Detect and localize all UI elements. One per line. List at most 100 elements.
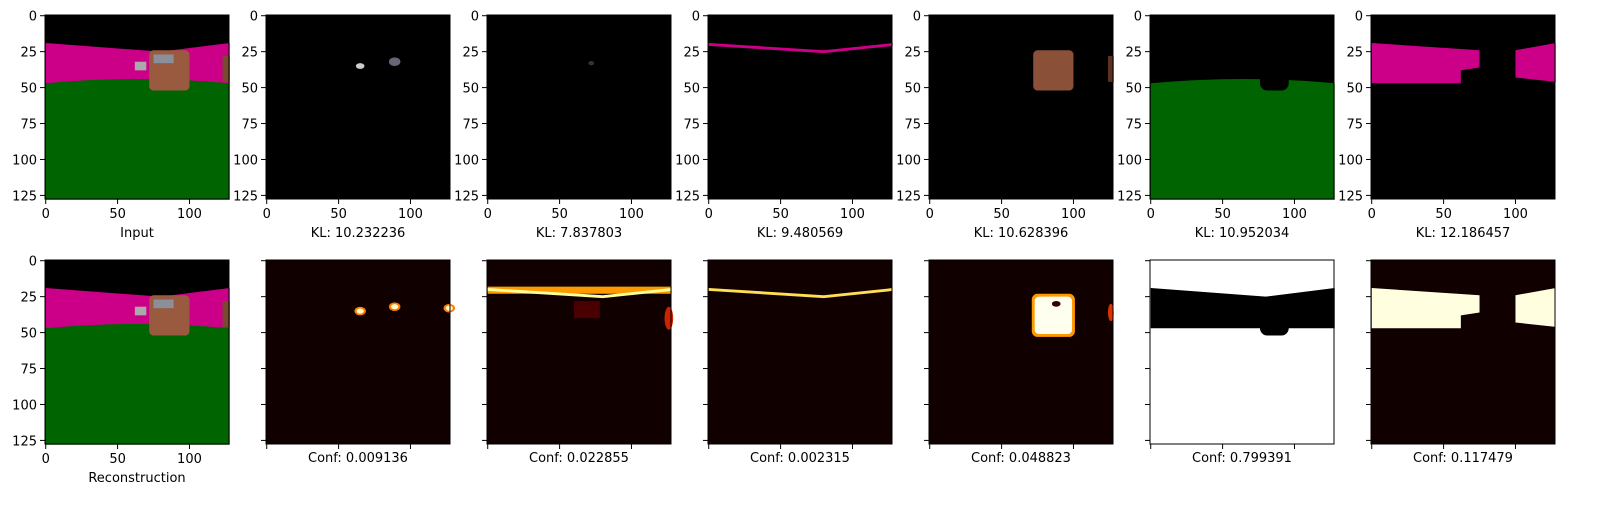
image (487, 260, 674, 444)
image-region (266, 15, 450, 199)
image-region (1259, 73, 1289, 91)
image-region (266, 260, 450, 444)
y-tick-label: 125 (12, 434, 37, 449)
panel-label: KL: 9.480569 (757, 226, 843, 241)
image-region (1051, 300, 1061, 307)
image (708, 260, 893, 444)
axes-frame (486, 259, 672, 445)
x-tick-label: 0 (263, 207, 271, 222)
y-tick-label: 0 (692, 10, 700, 25)
y-tick-label: 50 (241, 82, 258, 97)
y-tick-label: 125 (1338, 189, 1363, 204)
y-tick-label: 0 (1134, 10, 1142, 25)
y-tick-label: 25 (904, 46, 921, 61)
x-tick-label: 100 (619, 207, 644, 222)
axes-frame (1370, 14, 1556, 200)
axes-frame (44, 259, 230, 445)
x-tick-label: 50 (993, 207, 1010, 222)
y-tick-label: 125 (896, 189, 921, 204)
y-tick-label: 0 (471, 10, 479, 25)
y-tick-label: 75 (683, 118, 700, 133)
image-region (45, 323, 230, 445)
y-tick-label: 100 (1338, 153, 1363, 168)
panel-label: KL: 10.232236 (311, 226, 406, 241)
image (45, 15, 230, 200)
y-tick-label: 25 (241, 46, 258, 61)
image (929, 15, 1114, 199)
image-region (487, 288, 672, 299)
panel-label: Conf: 0.117479 (1413, 451, 1513, 466)
y-tick-label: 100 (233, 153, 258, 168)
image-region (664, 306, 674, 330)
panel-label: KL: 12.186457 (1416, 226, 1511, 241)
image-region (222, 300, 230, 327)
x-tick-label: 50 (1435, 207, 1452, 222)
y-tick-label: 75 (462, 118, 479, 133)
y-tick-label: 25 (1125, 46, 1142, 61)
axes-frame (44, 14, 230, 200)
image-region (45, 78, 230, 200)
y-tick-label: 25 (1346, 46, 1363, 61)
image-region (1150, 260, 1334, 444)
axes-frame (1149, 259, 1335, 445)
image-region (487, 15, 671, 199)
y-tick-label: 50 (20, 82, 37, 97)
panel-label: KL: 7.837803 (536, 226, 622, 241)
y-tick-label: 100 (454, 153, 479, 168)
image-region (929, 15, 1113, 199)
y-tick-label: 100 (12, 153, 37, 168)
image-region (153, 54, 174, 64)
y-tick-label: 25 (683, 46, 700, 61)
x-tick-label: 50 (1214, 207, 1231, 222)
y-tick-label: 75 (1125, 118, 1142, 133)
image (45, 260, 230, 445)
image-region (1150, 288, 1335, 329)
image-region (356, 308, 364, 314)
image-region (1034, 296, 1073, 335)
panel-label: KL: 10.628396 (974, 226, 1069, 241)
panel-label: Conf: 0.002315 (750, 451, 850, 466)
image-region (573, 300, 600, 319)
y-tick-label: 75 (1346, 118, 1363, 133)
image (487, 15, 671, 199)
axes-frame (928, 14, 1114, 200)
panel-label: Conf: 0.009136 (308, 451, 408, 466)
axes-frame (265, 259, 451, 445)
x-tick-label: 50 (109, 452, 126, 467)
image-region (708, 288, 893, 299)
x-tick-label: 50 (772, 207, 789, 222)
panel-label: Conf: 0.048823 (971, 451, 1071, 466)
image-region (153, 299, 174, 309)
y-tick-label: 0 (250, 10, 258, 25)
image-region (1107, 55, 1114, 82)
axes-frame (486, 14, 672, 200)
image (1150, 15, 1335, 200)
y-tick-label: 0 (913, 10, 921, 25)
image-region (388, 57, 401, 67)
image-region (708, 15, 892, 199)
image-region (708, 260, 892, 444)
x-tick-label: 100 (1061, 207, 1086, 222)
x-tick-label: 0 (926, 207, 934, 222)
y-tick-label: 50 (683, 82, 700, 97)
panel-label: KL: 10.952034 (1195, 226, 1290, 241)
y-tick-label: 100 (1117, 153, 1142, 168)
x-tick-label: 0 (705, 207, 713, 222)
x-tick-label: 100 (177, 207, 202, 222)
image-region (1033, 50, 1074, 91)
y-tick-label: 50 (462, 82, 479, 97)
panel-label: Reconstruction (88, 471, 185, 486)
y-tick-label: 125 (454, 189, 479, 204)
y-tick-label: 25 (462, 46, 479, 61)
panel-label: Conf: 0.799391 (1192, 451, 1292, 466)
y-tick-label: 0 (29, 10, 37, 25)
x-tick-label: 0 (1368, 207, 1376, 222)
image-region (929, 260, 1113, 444)
y-tick-label: 25 (20, 291, 37, 306)
image (1150, 260, 1335, 444)
image (1371, 15, 1556, 199)
image-region (222, 55, 230, 82)
y-tick-label: 75 (241, 118, 258, 133)
image (929, 260, 1114, 444)
